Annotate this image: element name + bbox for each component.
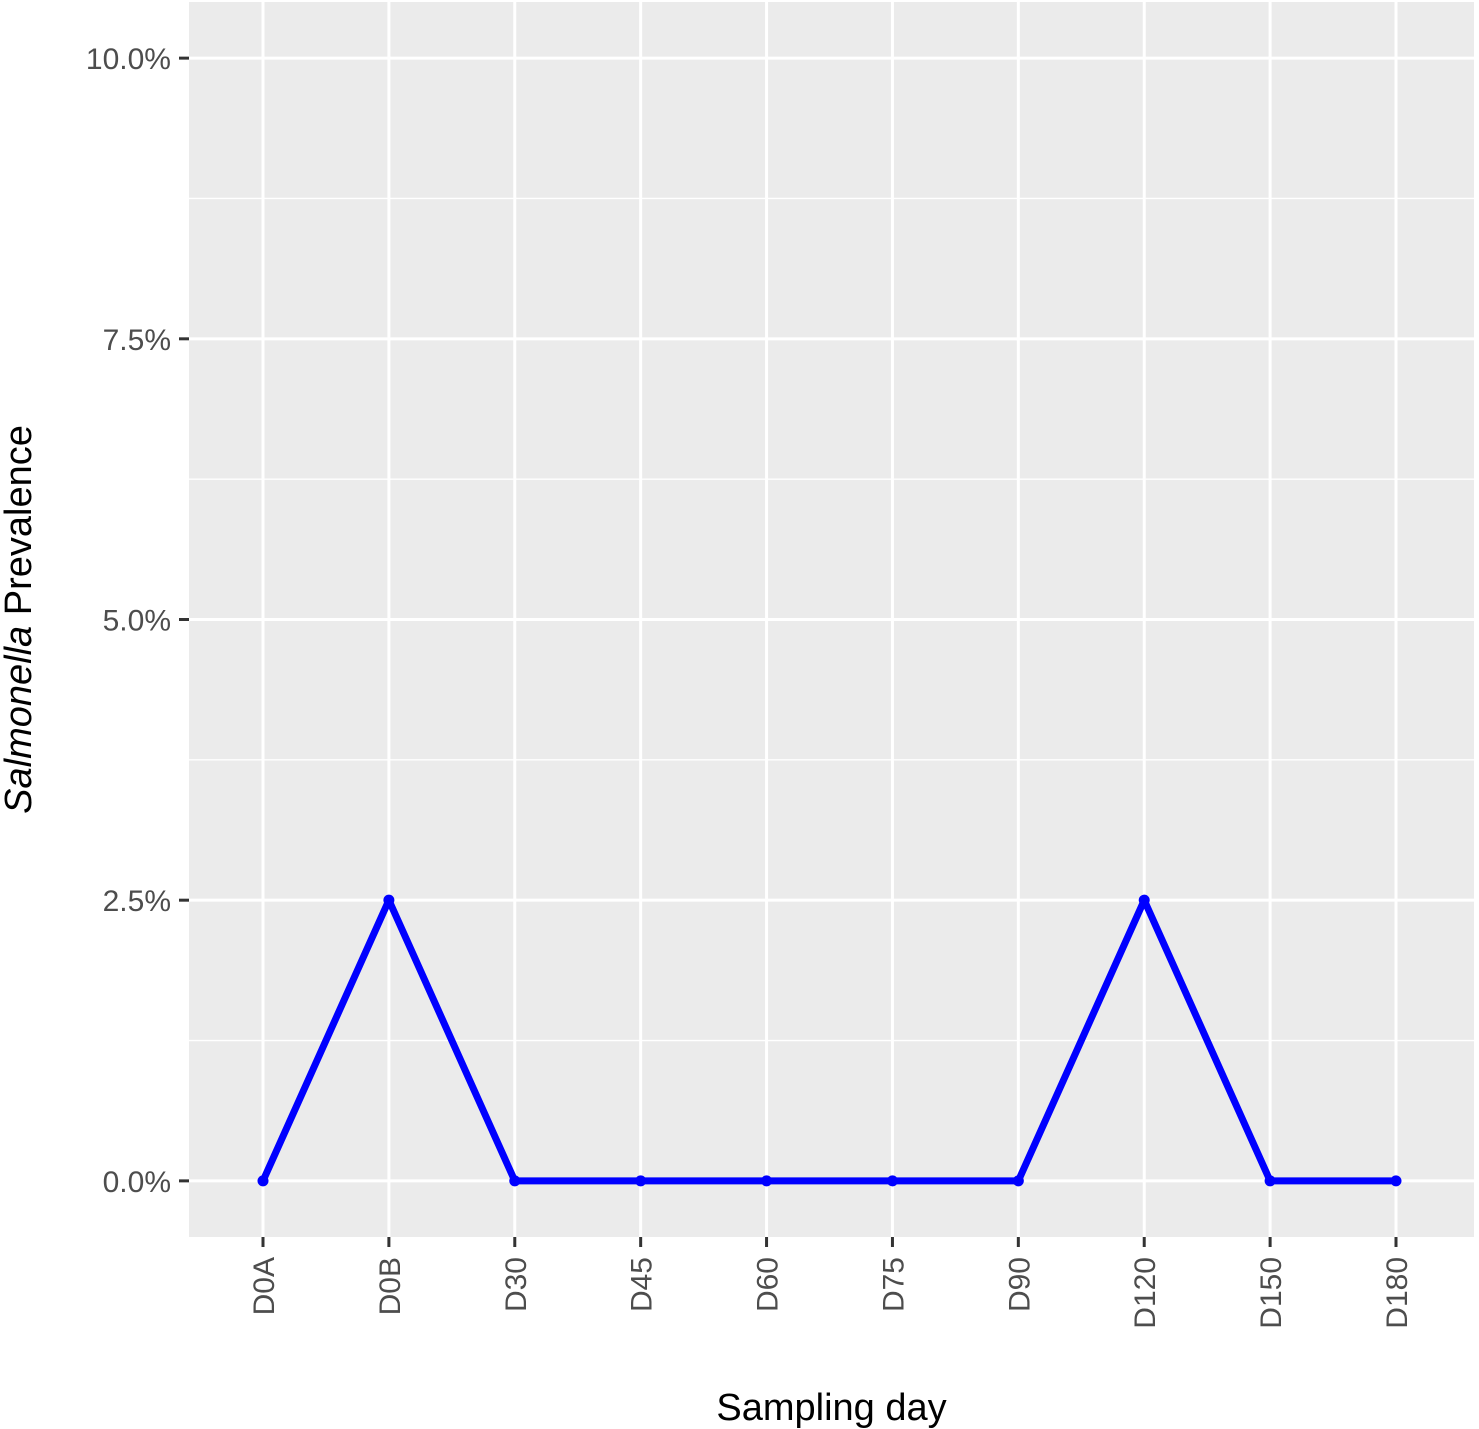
y-axis-title: Salmonella Prevalence xyxy=(0,425,40,814)
data-point xyxy=(257,1175,269,1187)
data-point xyxy=(383,894,395,906)
x-tick-label: D60 xyxy=(752,1257,785,1312)
y-tick-label: 10.0% xyxy=(86,43,171,76)
data-point xyxy=(761,1175,773,1187)
y-axis-title-italic: Salmonella xyxy=(0,626,40,814)
x-axis: D0A D0B D30 D45 D60 D75 D90 D120 D150 D180 xyxy=(248,1237,1414,1329)
data-point xyxy=(1012,1175,1024,1187)
minor-gridlines xyxy=(189,197,1474,1042)
x-tick-label: D30 xyxy=(500,1257,533,1312)
x-tick-label: D75 xyxy=(877,1257,910,1312)
data-point xyxy=(509,1175,521,1187)
data-point xyxy=(1138,894,1150,906)
x-tick-label: D0A xyxy=(248,1257,281,1315)
y-tick-label: 0.0% xyxy=(103,1166,171,1199)
data-point xyxy=(1264,1175,1276,1187)
y-tick-label: 5.0% xyxy=(103,605,171,638)
x-tick-label: D150 xyxy=(1255,1257,1288,1329)
x-tick-label: D90 xyxy=(1003,1257,1036,1312)
y-tick-label: 7.5% xyxy=(103,324,171,357)
series-line-path xyxy=(259,896,1396,1185)
x-axis-title: Sampling day xyxy=(716,1387,946,1429)
y-axis-title-rest: Prevalence xyxy=(0,425,40,626)
data-point xyxy=(635,1175,647,1187)
y-tick-label: 2.5% xyxy=(103,885,171,918)
data-point xyxy=(1390,1175,1402,1187)
x-tick-label: D45 xyxy=(626,1257,659,1312)
major-gridlines xyxy=(189,2,1474,1237)
y-axis: 0.0% 2.5% 5.0% 7.5% 10.0% xyxy=(86,43,189,1199)
x-tick-label: D0B xyxy=(374,1257,407,1315)
data-point xyxy=(886,1175,898,1187)
x-tick-label: D180 xyxy=(1381,1257,1414,1329)
x-tick-label: D120 xyxy=(1129,1257,1162,1329)
series-line xyxy=(257,894,1402,1187)
